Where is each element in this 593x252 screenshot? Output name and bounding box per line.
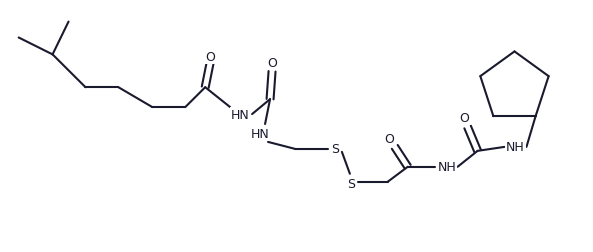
Text: HN: HN — [231, 108, 250, 121]
Text: NH: NH — [506, 141, 525, 154]
Text: S: S — [347, 177, 355, 191]
Text: HN: HN — [251, 128, 269, 141]
Text: S: S — [331, 143, 339, 156]
Text: O: O — [267, 57, 277, 70]
Text: NH: NH — [437, 161, 456, 174]
Text: O: O — [384, 133, 394, 146]
Text: O: O — [205, 51, 215, 64]
Text: O: O — [460, 111, 470, 124]
